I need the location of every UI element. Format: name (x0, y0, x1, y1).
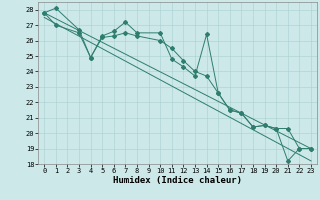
X-axis label: Humidex (Indice chaleur): Humidex (Indice chaleur) (113, 176, 242, 185)
